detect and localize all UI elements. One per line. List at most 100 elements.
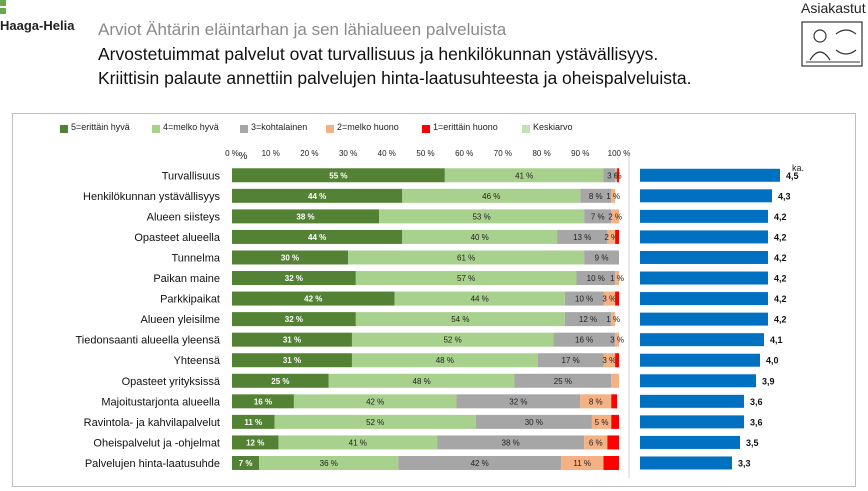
x-tick-label: 20 % — [300, 149, 318, 158]
bar-data-label: 44 % — [308, 192, 326, 201]
bar-data-label: 5 % — [595, 418, 609, 427]
bar-segment — [615, 291, 619, 306]
bar-segment — [607, 435, 619, 450]
bar-data-label: 12 % — [579, 315, 597, 324]
logo: Haaga-Helia — [0, 18, 75, 33]
bar-data-label: 7 % — [591, 212, 605, 221]
category-label: Oheispalvelut ja -ohjelmat — [93, 437, 220, 449]
bar-segment — [514, 373, 612, 388]
bar-data-label: 57 % — [457, 274, 475, 283]
legend-swatch — [422, 125, 430, 133]
average-value-label: 4,0 — [766, 356, 779, 366]
average-bar — [640, 312, 768, 326]
bar-data-label: 36 % — [320, 459, 338, 468]
bar-data-label: 2 % — [608, 212, 622, 221]
bar-segment — [615, 168, 618, 183]
average-value-label: 4,2 — [774, 274, 787, 284]
category-label: Parkkipaikat — [160, 294, 220, 306]
legend-label: 2=melko huono — [337, 122, 399, 132]
bar-segment — [564, 312, 612, 327]
average-value-label: 4,2 — [774, 253, 787, 263]
average-bar — [640, 250, 768, 264]
bar-segment — [580, 188, 612, 203]
bar-data-label: 30 % — [281, 253, 299, 262]
legend-swatch — [522, 125, 530, 133]
bar-data-label: 12 % — [246, 438, 264, 447]
bar-segment — [437, 435, 585, 450]
bar-segment — [232, 394, 294, 409]
x-tick-label: 50 % — [416, 149, 434, 158]
x-tick-label: 70 % — [494, 149, 512, 158]
bar-segment — [402, 188, 581, 203]
bar-segment — [607, 229, 616, 244]
average-bar — [640, 230, 768, 244]
average-value-label: 3,3 — [738, 458, 751, 468]
bar-data-label: 52 % — [443, 336, 461, 345]
bar-data-label: 30 % — [525, 418, 543, 427]
bar-segment — [617, 168, 619, 183]
bar-data-label: 25 % — [271, 377, 289, 386]
average-bar — [640, 353, 760, 367]
average-bar — [640, 271, 768, 285]
average-value-label: 3,5 — [746, 438, 759, 448]
bar-data-label: 32 % — [285, 315, 303, 324]
legend-label: Keskiarvo — [533, 122, 573, 132]
average-title: ka. — [792, 163, 804, 173]
average-value-label: 3,9 — [762, 376, 775, 386]
bar-segment — [232, 168, 445, 183]
x-tick-label: 30 % — [339, 149, 357, 158]
bar-data-label: 42 % — [471, 459, 489, 468]
bar-segment — [560, 455, 604, 470]
bar-segment — [232, 209, 380, 224]
bar-segment — [615, 271, 619, 286]
average-value-label: 3,6 — [750, 397, 763, 407]
bar-data-label: 16 % — [254, 397, 272, 406]
bar-data-label: 11 % — [244, 418, 262, 427]
bar-segment — [351, 353, 538, 368]
average-value-label: 4,2 — [774, 212, 787, 222]
bar-data-label: 0 — [614, 171, 619, 180]
bar-segment — [232, 332, 352, 347]
bar-segment — [611, 312, 616, 327]
bar-data-label: 52 % — [366, 418, 384, 427]
bar-segment — [611, 209, 619, 224]
bar-data-label: 31 % — [283, 336, 301, 345]
bar-segment — [580, 394, 612, 409]
bar-segment — [584, 435, 608, 450]
average-value-label: 4,2 — [774, 294, 787, 304]
bar-data-label: 44 % — [308, 233, 326, 242]
legend-label: 3=kohtalainen — [251, 122, 308, 132]
average-value-label: 4,1 — [770, 335, 783, 345]
bar-data-label: 40 % — [471, 233, 489, 242]
bar-segment — [394, 291, 565, 306]
bar-segment — [355, 312, 565, 327]
bar-data-label: 1 % — [606, 315, 620, 324]
slide-headline: Arvostetuimmat palvelut ovat turvallisuu… — [98, 42, 691, 90]
legend-label: 5=erittäin hyvä — [71, 122, 130, 132]
bar-segment — [475, 414, 592, 429]
bar-data-label: 41 % — [349, 438, 367, 447]
category-label: Tiedonsaanti alueella yleensä — [75, 335, 220, 347]
x-tick-label: 40 % — [378, 149, 396, 158]
bar-segment — [259, 455, 399, 470]
bar-data-label: 38 % — [502, 438, 520, 447]
average-bar — [640, 415, 744, 429]
logo-mark — [0, 0, 6, 14]
bar-segment — [328, 373, 515, 388]
average-bar — [640, 374, 756, 388]
average-bar — [640, 209, 768, 223]
bar-segment — [232, 229, 403, 244]
bar-segment — [557, 229, 608, 244]
legend-label: 1=erittäin huono — [433, 122, 498, 132]
x-tick-label: 0 % — [225, 149, 239, 158]
average-bar — [640, 394, 744, 408]
bar-data-label: 3 % — [610, 336, 624, 345]
average-bar — [640, 435, 740, 449]
bar-data-label: 31 % — [283, 356, 301, 365]
bar-data-label: 11 % — [573, 459, 591, 468]
legend-swatch — [60, 125, 68, 133]
x-tick-label: 80 % — [532, 149, 550, 158]
average-bar — [640, 292, 768, 306]
bar-data-label: 32 % — [285, 274, 303, 283]
bar-data-label: 48 % — [436, 356, 454, 365]
